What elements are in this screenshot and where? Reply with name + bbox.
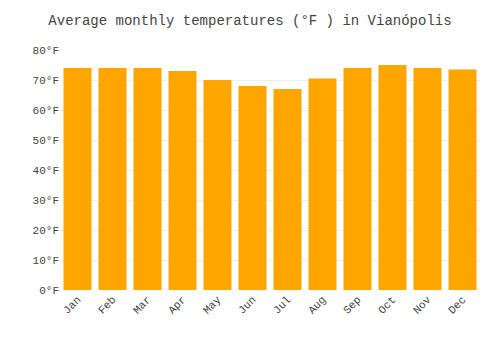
svg-text:50°F: 50°F [33,135,59,147]
svg-text:Dec: Dec [446,294,468,316]
svg-text:Aug: Aug [306,294,328,316]
svg-text:80°F: 80°F [33,45,59,57]
svg-text:Jun: Jun [236,294,258,316]
svg-text:60°F: 60°F [33,105,59,117]
svg-text:Mar: Mar [131,294,153,316]
svg-text:Jan: Jan [61,294,83,316]
svg-text:Jul: Jul [271,294,293,316]
svg-text:Apr: Apr [166,294,188,316]
svg-text:Average monthly temperatures (: Average monthly temperatures (°F ) in Vi… [48,13,451,29]
svg-text:10°F: 10°F [33,255,59,267]
svg-text:0°F: 0°F [39,285,59,297]
svg-text:Oct: Oct [376,294,398,316]
svg-text:40°F: 40°F [33,165,59,177]
svg-text:Sep: Sep [341,294,363,316]
svg-text:20°F: 20°F [33,225,59,237]
svg-text:Nov: Nov [411,294,434,317]
svg-text:May: May [201,294,224,317]
svg-text:30°F: 30°F [33,195,59,207]
svg-text:Feb: Feb [96,294,118,316]
svg-text:70°F: 70°F [33,75,59,87]
